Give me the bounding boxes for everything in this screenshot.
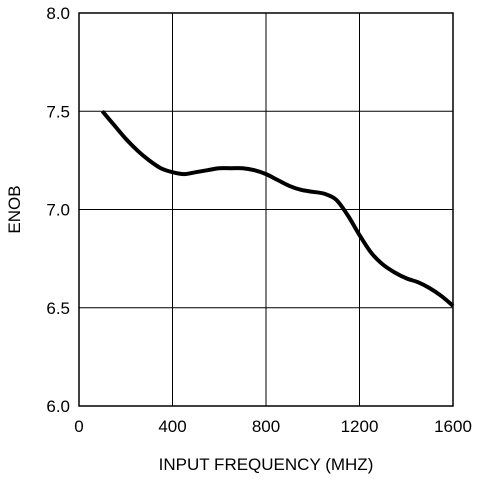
x-tick-labels: 0 400 800 1200 1600 <box>74 417 472 436</box>
x-tick-label: 400 <box>158 417 186 436</box>
x-tick-label: 1200 <box>341 417 379 436</box>
y-tick-label: 6.5 <box>46 299 70 318</box>
x-tick-label: 800 <box>252 417 280 436</box>
x-axis-label: INPUT FREQUENCY (MHZ) <box>159 455 374 474</box>
x-tick-label: 0 <box>74 417 83 436</box>
y-tick-label: 6.0 <box>46 397 70 416</box>
y-tick-label: 7.0 <box>46 201 70 220</box>
y-axis-label: ENOB <box>5 185 24 233</box>
series-layer <box>100 109 455 308</box>
y-tick-label: 8.0 <box>46 4 70 23</box>
plot-frame <box>78 12 454 407</box>
y-tick-label: 7.5 <box>46 102 70 121</box>
grid-lines <box>78 12 454 407</box>
y-tick-labels: 6.0 6.5 7.0 7.5 8.0 <box>46 4 70 416</box>
enob-series-line <box>100 109 455 308</box>
x-tick-label: 1600 <box>434 417 472 436</box>
